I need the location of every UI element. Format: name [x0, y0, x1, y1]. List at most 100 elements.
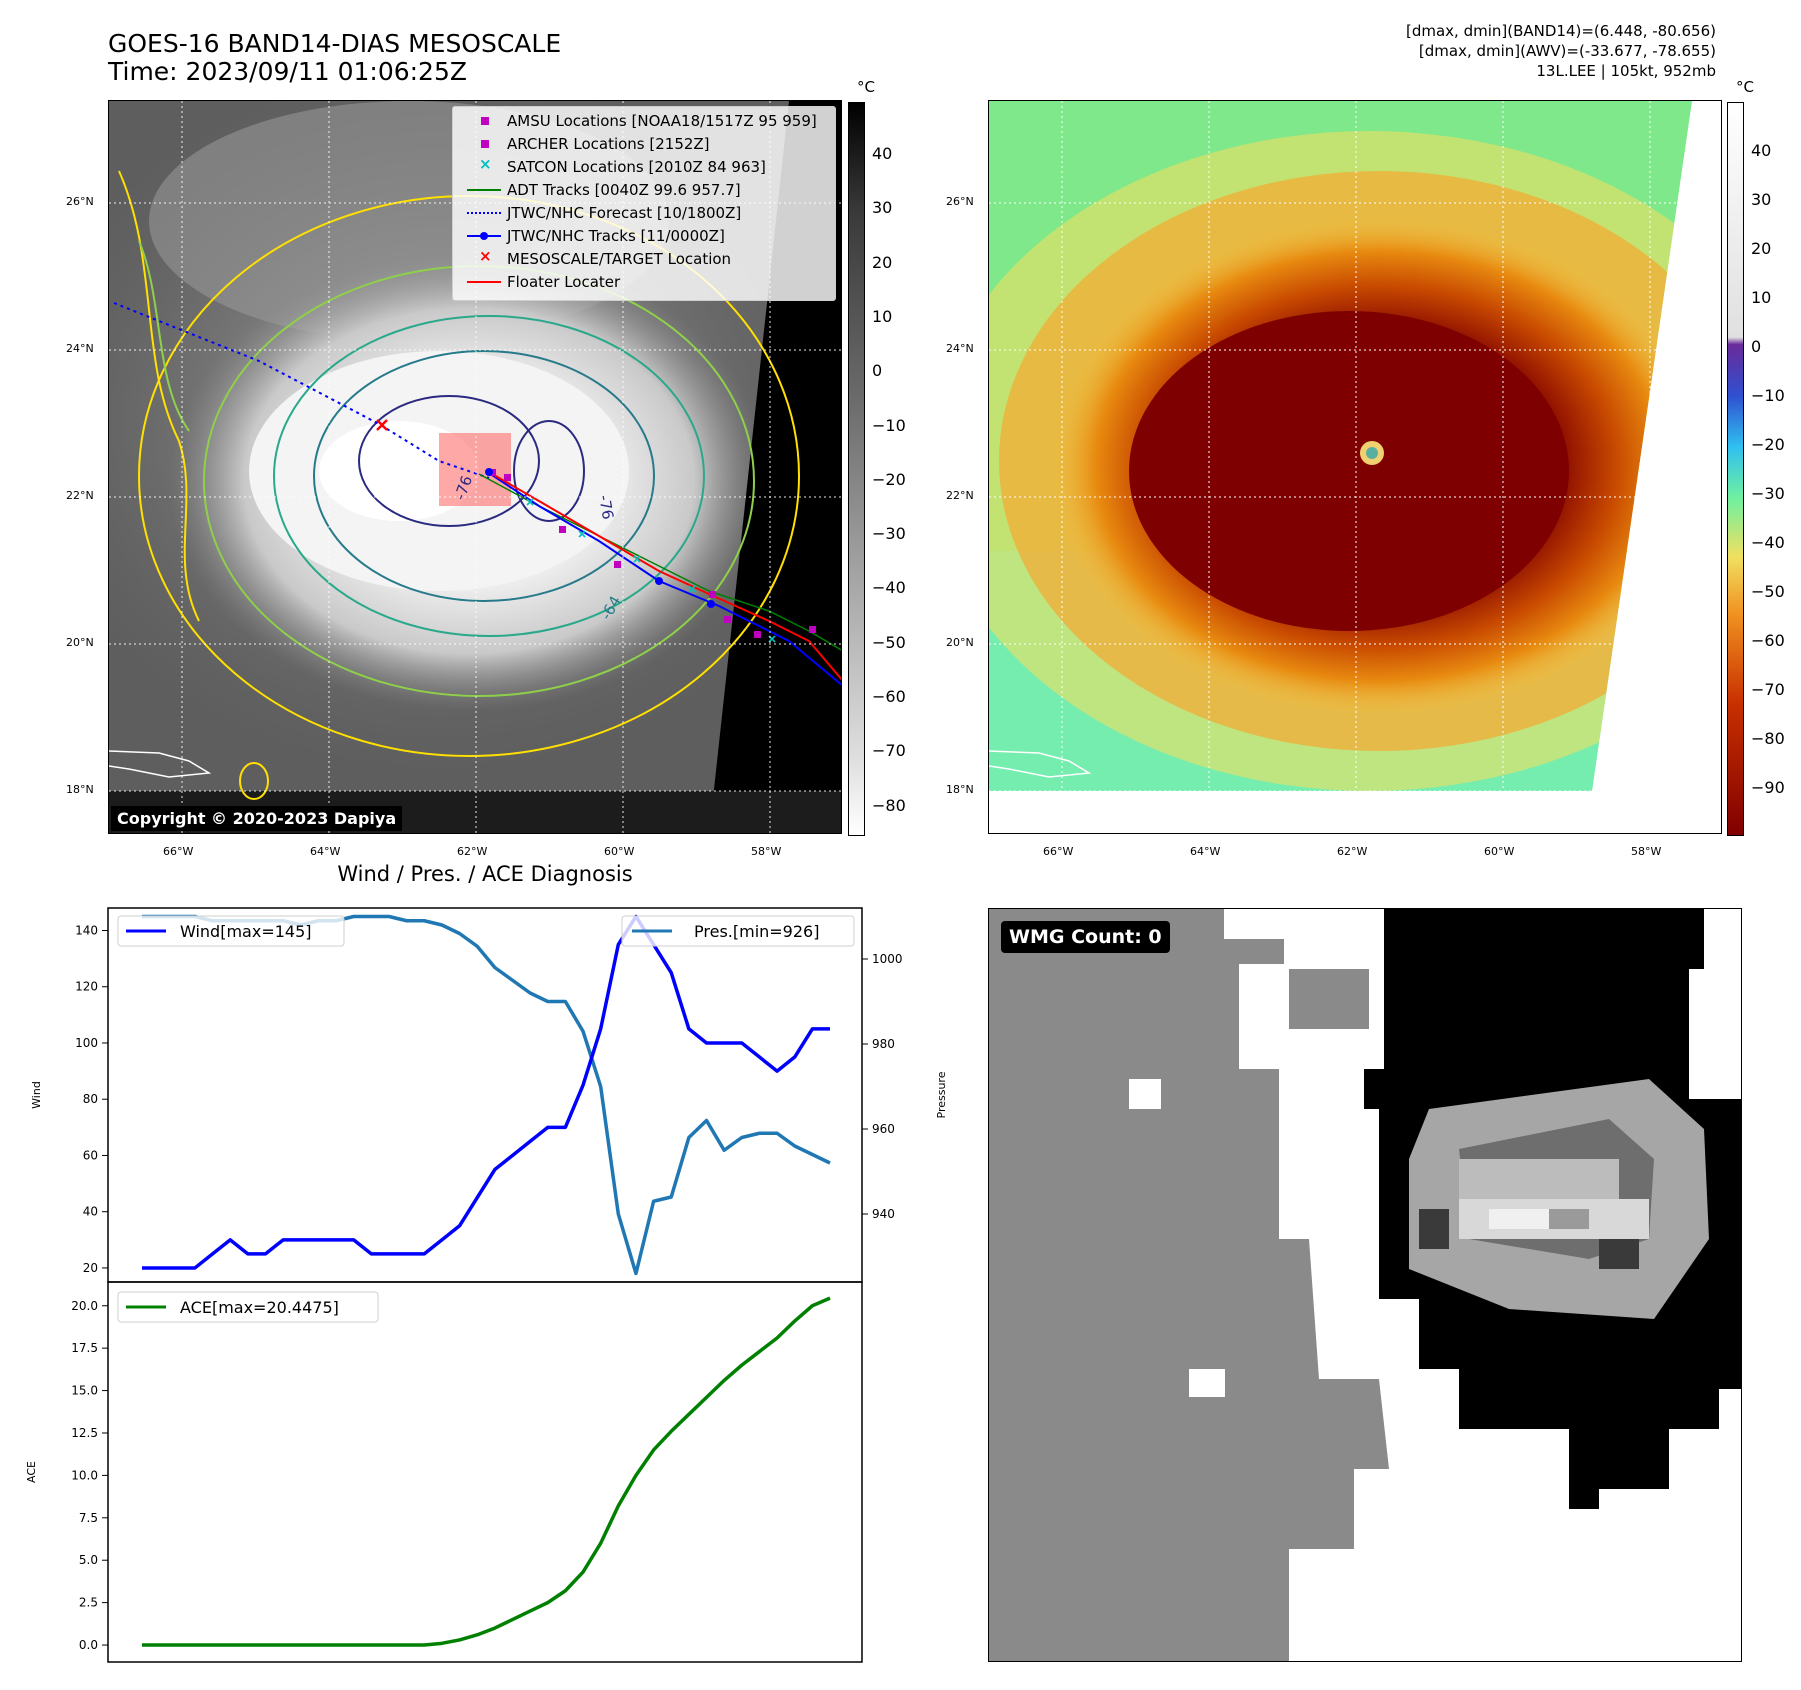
satcon-x-icon: ×: [479, 155, 492, 173]
lat-label: 20°N: [946, 636, 974, 649]
wind-tick-label: 100: [75, 1036, 98, 1050]
floater-line-icon: [463, 271, 507, 293]
ace-tick-label: 12.5: [71, 1426, 98, 1440]
info-awv: [dmax, dmin](AWV)=(-33.677, -78.655): [1418, 42, 1716, 60]
wmg-graphics: [989, 909, 1741, 1661]
ace-tick-label: 15.0: [71, 1384, 98, 1398]
colorbar-tick: −20: [1751, 435, 1785, 454]
colorbar-tick: 20: [1751, 239, 1772, 258]
wind-axis-label: Wind: [30, 1081, 43, 1109]
colorbar-tick: 40: [872, 144, 893, 163]
colorbar-tick: 30: [1751, 190, 1772, 209]
lat-label: 24°N: [946, 342, 974, 355]
wind-tick-label: 40: [83, 1205, 98, 1219]
map-legend: AMSU Locations [NOAA18/1517Z 95 959] ARC…: [452, 106, 836, 301]
colorbar-tick: −50: [1751, 582, 1785, 601]
lon-label: 66°W: [163, 845, 194, 858]
legend-item-archer: ARCHER Locations [2152Z]: [463, 133, 710, 155]
ace-legend-label: ACE[max=20.4475]: [180, 1298, 339, 1317]
legend-label: ARCHER Locations [2152Z]: [507, 135, 710, 153]
figure-time: Time: 2023/09/11 01:06:25Z: [108, 57, 467, 86]
wind-tick-label: 140: [75, 923, 98, 937]
wind-tick-label: 120: [75, 980, 98, 994]
colorbar-tick: −10: [872, 415, 906, 435]
archer-square-icon: [463, 133, 507, 155]
lat-label: 22°N: [946, 489, 974, 502]
colorbar-gray: [848, 102, 865, 836]
colorbar-tick: −30: [1751, 484, 1785, 503]
ace-line: [142, 1296, 831, 1647]
colorbar-tick: −40: [1751, 533, 1785, 552]
colorbar-tick: −70: [872, 741, 906, 761]
colorbar-unit-color: °C: [1736, 78, 1754, 96]
colorbar-tick: −60: [1751, 631, 1785, 650]
info-band14: [dmax, dmin](BAND14)=(6.448, -80.656): [1405, 22, 1716, 40]
wind-tick-label: 80: [83, 1092, 98, 1106]
ace-tick-label: 20.0: [71, 1299, 98, 1313]
pressure-tick-label: 1000: [872, 952, 903, 966]
legend-item-adt: ADT Tracks [0040Z 99.6 957.7]: [463, 179, 741, 201]
legend-item-floater: Floater Locater: [463, 271, 620, 293]
lon-label: 66°W: [1043, 845, 1074, 858]
colorbar-tick: −10: [1751, 386, 1785, 405]
wind-pres-axes: [107, 907, 863, 1283]
ace-tick-label: 5.0: [79, 1553, 98, 1567]
adt-line-icon: [463, 179, 507, 201]
legend-item-tracks: JTWC/NHC Tracks [11/0000Z]: [463, 225, 725, 247]
pressure-axis-label: Pressure: [935, 1071, 948, 1118]
lon-label: 60°W: [1484, 845, 1515, 858]
wind-line: [142, 914, 830, 1270]
wind-tick-label: 20: [83, 1261, 98, 1275]
lat-label: 22°N: [66, 489, 94, 502]
ace-tick-label: 0.0: [79, 1638, 98, 1652]
ace-tick-label: 10.0: [71, 1468, 98, 1482]
lon-label: 62°W: [1337, 845, 1368, 858]
colorbar-color: [1727, 102, 1744, 836]
colorbar-tick: −40: [872, 578, 906, 598]
wind-tick-label: 60: [83, 1148, 98, 1162]
lat-label: 20°N: [66, 636, 94, 649]
pressure-tick-label: 960: [872, 1122, 895, 1136]
legend-item-forecast: JTWC/NHC Forecast [10/1800Z]: [463, 202, 741, 224]
wind-legend-label: Wind[max=145]: [180, 922, 312, 941]
info-storm: 13L.LEE | 105kt, 952mb: [1536, 62, 1716, 80]
pressure-legend: Pres.[min=926]: [621, 915, 855, 947]
ace-axis-label: ACE: [25, 1461, 38, 1483]
amsu-square-icon: [463, 110, 507, 132]
tracks-line-dot-icon: [463, 225, 507, 247]
pressure-tick-label: 940: [872, 1207, 895, 1221]
lon-label: 60°W: [604, 845, 635, 858]
colorbar-tick: −70: [1751, 680, 1785, 699]
legend-label: ADT Tracks [0040Z 99.6 957.7]: [507, 181, 741, 199]
colorbar-tick: 40: [1751, 141, 1772, 160]
legend-item-amsu: AMSU Locations [NOAA18/1517Z 95 959]: [463, 110, 817, 132]
pressure-legend-label: Pres.[min=926]: [694, 922, 819, 941]
lat-label: 18°N: [66, 783, 94, 796]
color-map-graphics: [989, 101, 1721, 792]
lon-label: 62°W: [457, 845, 488, 858]
colorbar-tick: −20: [872, 469, 906, 489]
ace-tick-label: 7.5: [79, 1511, 98, 1525]
colorbar-tick: −30: [872, 524, 906, 544]
legend-item-mesoscale: × MESOSCALE/TARGET Location: [463, 247, 731, 270]
legend-label: JTWC/NHC Forecast [10/1800Z]: [507, 204, 742, 222]
lon-label: 58°W: [751, 845, 782, 858]
wmg-count-badge: WMG Count: 0: [1001, 921, 1170, 953]
ir-map-grayscale: -76 -76 -64 AMSU Locations [NOAA18/1517Z…: [108, 100, 842, 834]
colorbar-tick: 20: [872, 252, 893, 272]
mesoscale-x-icon: ×: [479, 247, 492, 265]
legend-label: AMSU Locations [NOAA18/1517Z 95 959]: [507, 112, 817, 130]
forecast-dotted-icon: [463, 202, 507, 224]
wmg-panel: WMG Count: 0: [988, 908, 1742, 1662]
legend-label: JTWC/NHC Tracks [11/0000Z]: [507, 227, 725, 245]
lon-label: 58°W: [1631, 845, 1662, 858]
pressure-line: [142, 914, 831, 1276]
legend-label: SATCON Locations [2010Z 84 963]: [507, 158, 766, 176]
legend-label: Floater Locater: [507, 273, 621, 291]
colorbar-tick: −60: [872, 687, 906, 706]
ir-map-color: [988, 100, 1722, 834]
lat-label: 18°N: [946, 783, 974, 796]
colorbar-tick: 0: [1751, 337, 1762, 356]
lat-label: 26°N: [66, 195, 94, 208]
wind-legend: Wind[max=145]: [117, 915, 345, 947]
